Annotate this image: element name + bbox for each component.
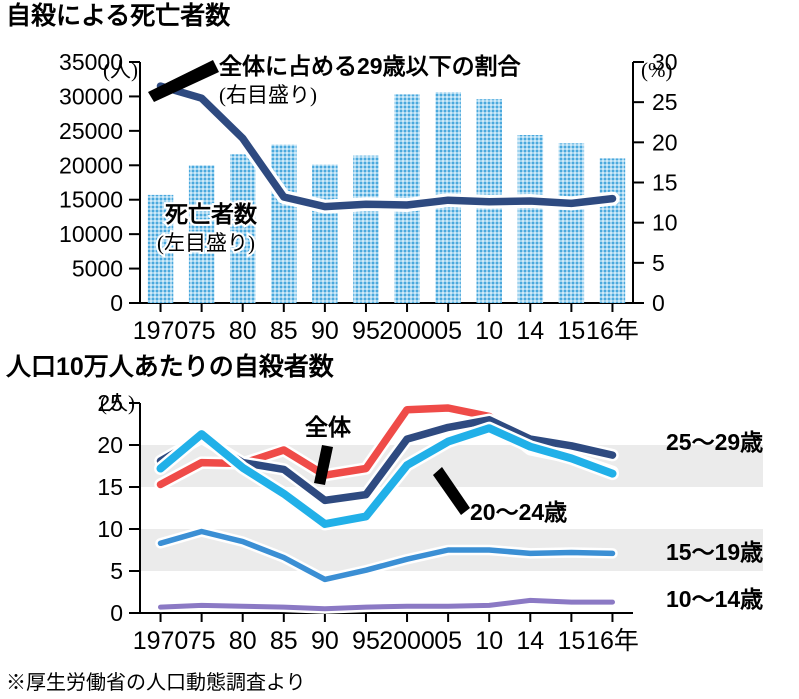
- x-axis-label: 2000: [379, 627, 435, 655]
- left-axis-tick-label: 5000: [72, 256, 123, 282]
- top-left-axis-unit: (人): [103, 58, 138, 82]
- x-axis-label: 1970: [133, 627, 189, 655]
- x-axis-label: 05: [434, 627, 462, 655]
- x-axis-label: 90: [311, 627, 339, 655]
- left-axis-tick-label: 10000: [59, 221, 123, 247]
- y-axis-tick-label: 5: [110, 558, 123, 584]
- bottom-chart-y-tick-labels: 2520151050: [97, 390, 123, 626]
- percent-line-annotation: 全体に占める29歳以下の割合: [219, 53, 522, 79]
- x-axis-label: 15: [557, 627, 585, 655]
- bottom-chart-x-labels: 197075 80 85 90 95200005 10 14 1516年: [133, 627, 639, 655]
- left-axis-tick-label: 25000: [59, 118, 123, 144]
- x-axis-label: 10: [475, 627, 503, 655]
- top-chart-title: 自殺による死亡者数: [6, 4, 230, 29]
- x-axis-label: 15: [557, 317, 585, 340]
- series-label-10-14: 10〜14歳: [666, 586, 763, 612]
- x-axis-label: 1970: [133, 317, 189, 340]
- bar-16年: [600, 158, 626, 303]
- top-right-tick-labels: 302520151050: [652, 50, 678, 316]
- x-axis-label: 10: [475, 317, 503, 340]
- x-axis-label: 14: [516, 627, 544, 655]
- left-axis-tick-label: 20000: [59, 152, 123, 178]
- bottom-chart-svg: 2520151050 1970758085909520000510141516年…: [0, 385, 799, 655]
- x-axis-label: 16年: [586, 627, 639, 655]
- y-axis-tick-label: 15: [97, 474, 123, 500]
- x-axis-label: 95: [352, 627, 380, 655]
- y-axis-tick-label: 10: [97, 516, 123, 542]
- top-right-axis-unit: (%): [641, 58, 672, 82]
- bar-90: [312, 165, 338, 303]
- bar-14: [518, 135, 544, 303]
- left-axis-tick-label: 30000: [59, 83, 123, 109]
- annotation-20-24: 20〜24歳: [470, 499, 567, 525]
- bottom-chart-figure: 2520151050 1970758085909520000510141516年…: [0, 385, 799, 655]
- left-axis-tick-label: 15000: [59, 187, 123, 213]
- x-axis-label: 90: [311, 317, 339, 340]
- top-chart-figure: 35000300002500020000150001000050000 3025…: [0, 50, 799, 340]
- series-label-25-29: 25〜29歳: [666, 429, 763, 455]
- right-axis-tick-label: 20: [652, 129, 678, 155]
- infographic-page: 自殺による死亡者数 350003000025000200001500010000…: [0, 0, 799, 699]
- x-axis-label: 14: [516, 317, 544, 340]
- percent-line-annotation-sub: (右目盛り): [219, 83, 317, 107]
- y-axis-tick-label: 0: [110, 600, 123, 626]
- x-axis-label: 2000: [379, 317, 435, 340]
- x-axis-label: 85: [270, 627, 298, 655]
- right-axis-tick-label: 10: [652, 210, 678, 236]
- x-axis-label: 75: [188, 317, 216, 340]
- bar-80: [230, 154, 256, 303]
- right-axis-tick-label: 0: [652, 290, 665, 316]
- top-chart-svg: 35000300002500020000150001000050000 3025…: [0, 50, 799, 340]
- bar-95: [353, 156, 379, 303]
- right-axis-tick-label: 25: [652, 89, 678, 115]
- bar-15: [559, 143, 585, 303]
- bar-85: [271, 145, 297, 303]
- x-axis-label: 95: [352, 317, 380, 340]
- right-axis-tick-label: 15: [652, 170, 678, 196]
- bars-annotation: 死亡者数: [165, 201, 258, 227]
- x-axis-label: 75: [188, 627, 216, 655]
- left-axis-tick-label: 0: [110, 290, 123, 316]
- x-axis-label: 80: [229, 627, 257, 655]
- x-axis-label: 16年: [586, 317, 639, 340]
- source-footnote: ※厚生労働省の人口動態調査より: [6, 666, 306, 695]
- y-axis-tick-label: 20: [97, 432, 123, 458]
- bars-annotation-sub: (左目盛り): [157, 231, 255, 255]
- x-axis-label: 80: [229, 317, 257, 340]
- top-chart-x-labels: 197075 80 85 90 95200005 10 14 1516年: [133, 317, 639, 340]
- annotation-total: 全体: [305, 414, 352, 440]
- series-label-15-19: 15〜19歳: [666, 539, 763, 565]
- bottom-chart-title: 人口10万人あたりの自殺者数: [6, 355, 334, 380]
- top-left-tick-labels: 35000300002500020000150001000050000: [59, 50, 123, 316]
- x-axis-label: 05: [434, 317, 462, 340]
- right-axis-tick-label: 5: [652, 250, 665, 276]
- x-axis-label: 85: [270, 317, 298, 340]
- bottom-axis-unit: (人): [100, 391, 135, 415]
